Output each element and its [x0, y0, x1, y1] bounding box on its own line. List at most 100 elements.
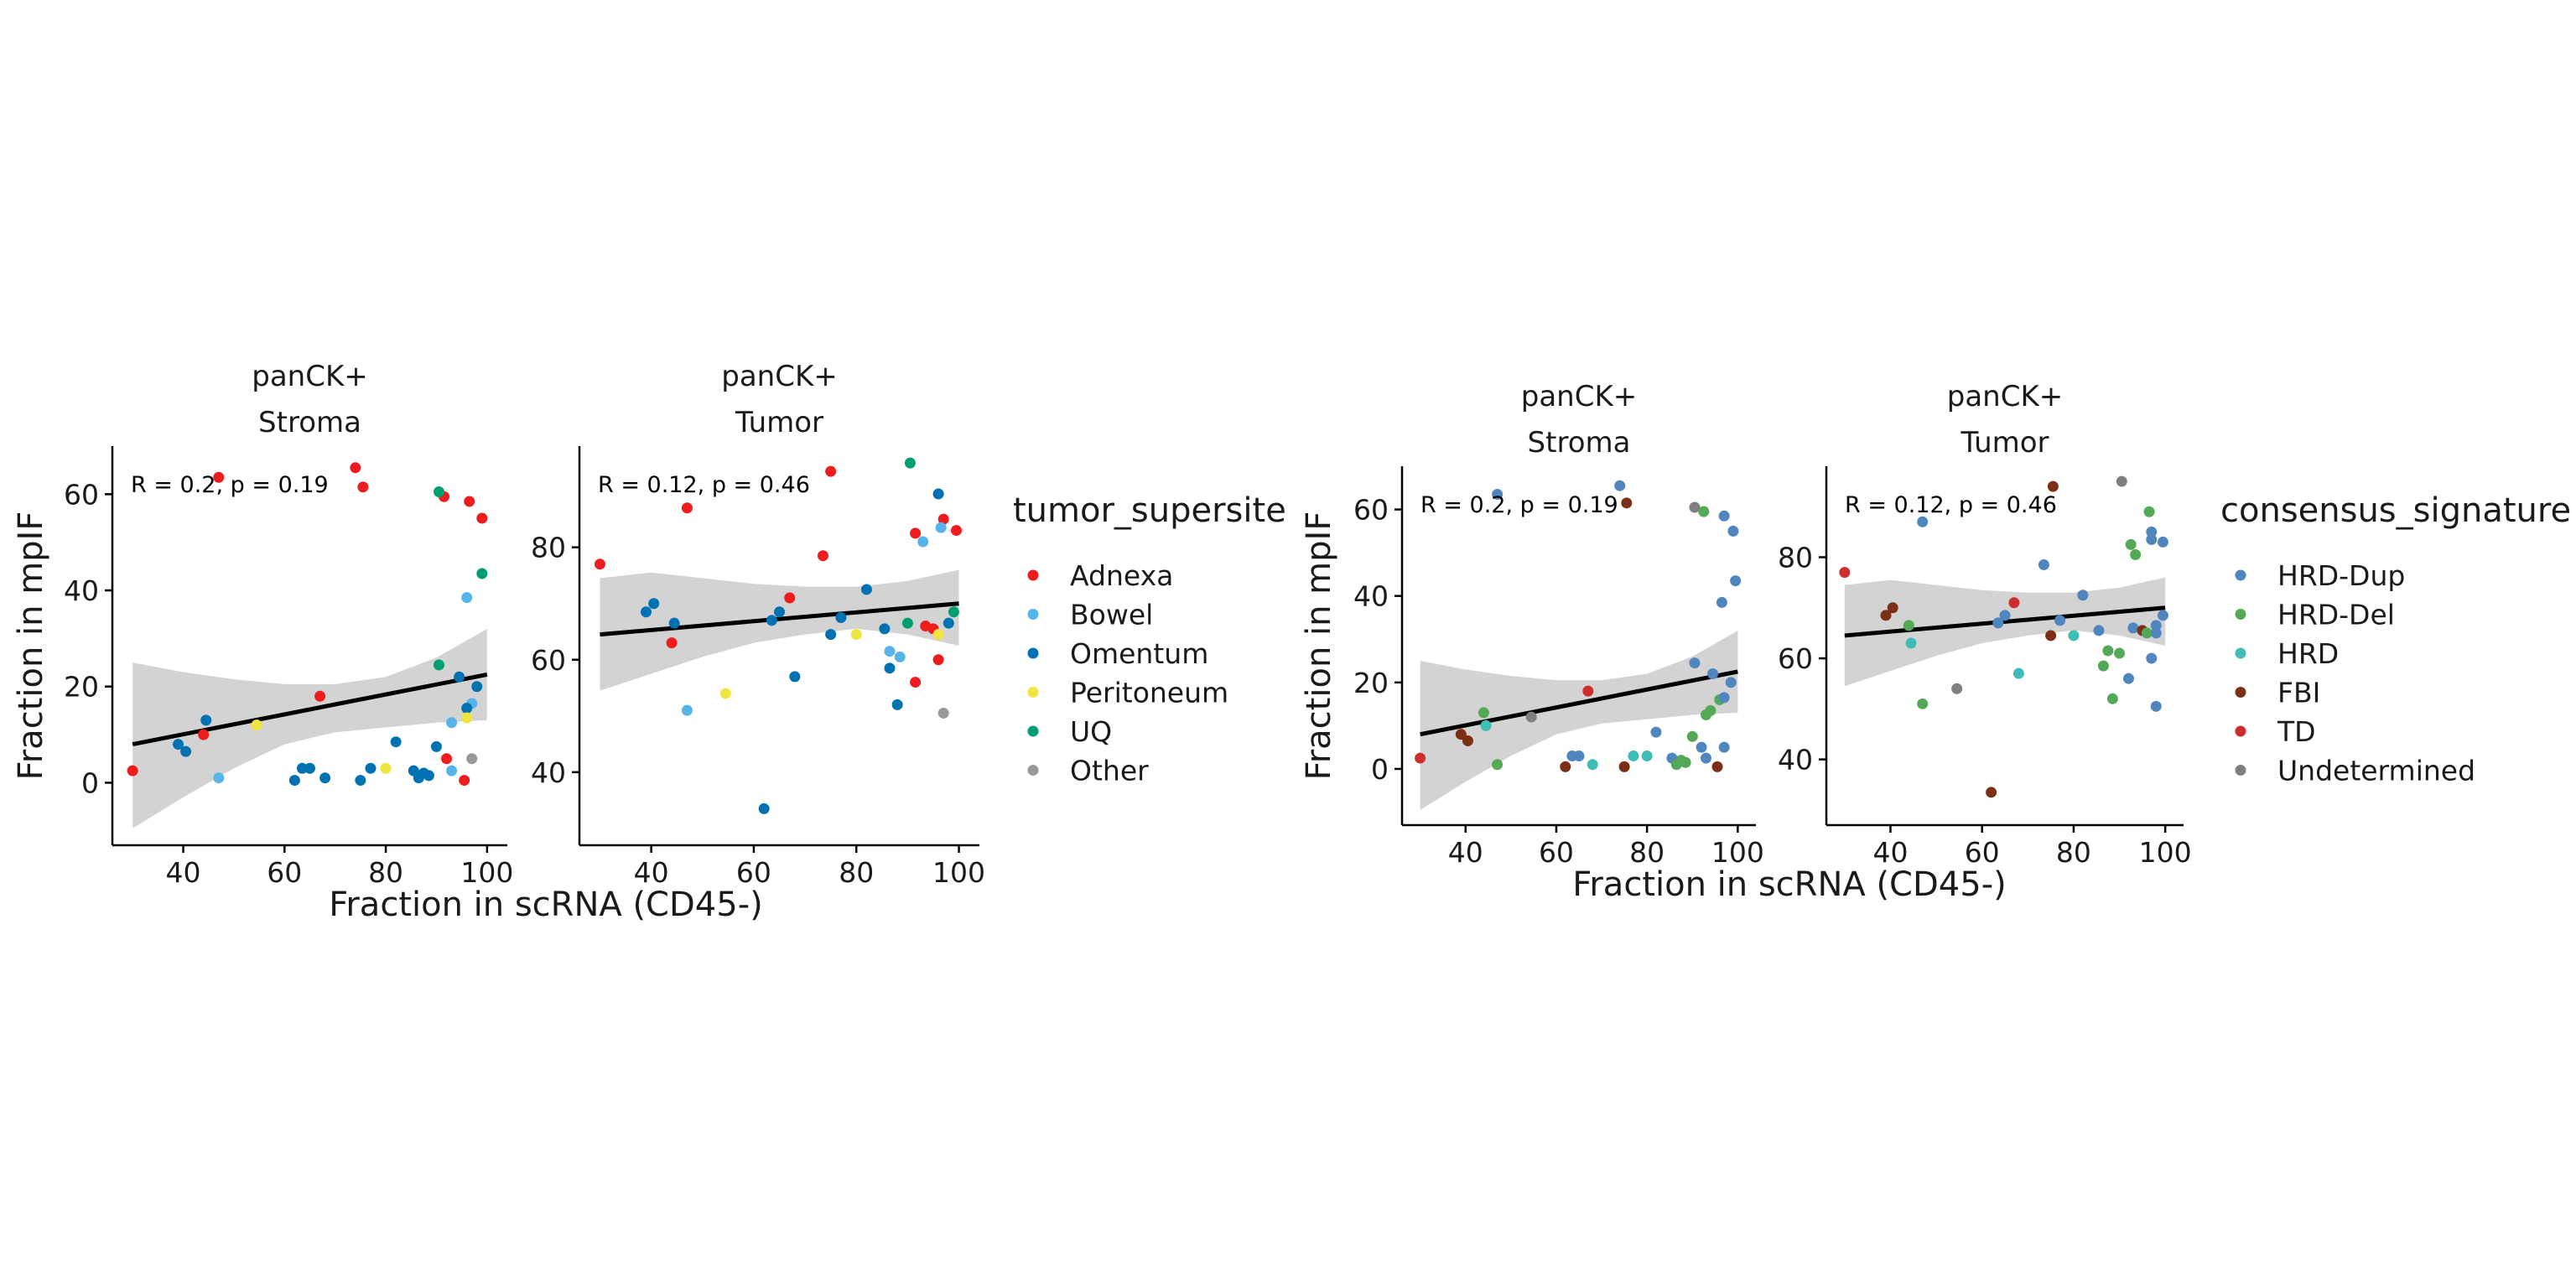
data-point: [2008, 597, 2020, 609]
x-tick-label: 80: [1629, 836, 1665, 869]
x-tick-label: 80: [368, 856, 403, 889]
data-point: [2150, 627, 2162, 639]
data-point: [1700, 709, 1711, 721]
panel-title-line1: panCK+: [1521, 380, 1638, 413]
data-point: [433, 486, 444, 497]
legend-swatch: [2235, 765, 2246, 776]
data-point: [932, 488, 944, 500]
legend-swatch: [2235, 725, 2246, 737]
legend-label: Bowel: [1070, 599, 1153, 631]
data-point: [1680, 756, 1691, 768]
y-tick-label: 60: [64, 478, 99, 511]
correlation-annotation: R = 0.2, p = 0.19: [131, 472, 329, 498]
data-point: [1711, 761, 1723, 772]
panel-title-line2: Tumor: [735, 406, 823, 439]
y-tick-label: 80: [531, 532, 566, 564]
data-point: [1730, 575, 1742, 587]
data-point: [774, 606, 785, 618]
data-point: [1999, 610, 2011, 621]
confidence-band: [600, 569, 959, 691]
y-tick-label: 20: [64, 671, 99, 704]
correlation-annotation: R = 0.2, p = 0.19: [1420, 492, 1618, 518]
chart-group-right: panCK+ Stroma 40 60 80 100 0 20 40 60 R = 0.2, p =…: [1300, 380, 2571, 904]
data-point: [2146, 652, 2158, 664]
data-point: [850, 629, 862, 641]
data-point: [1917, 516, 1929, 527]
data-point: [1707, 668, 1719, 680]
legend-swatch: [2235, 647, 2246, 659]
data-point: [1618, 761, 1630, 772]
legend: consensus_signature HRD-Dup HRD-Del HRD FBI T…: [2220, 491, 2571, 787]
data-point: [1718, 741, 1730, 753]
data-point: [471, 681, 483, 693]
data-point: [879, 623, 891, 635]
x-tick-label: 40: [166, 856, 201, 889]
legend-label: HRD-Dup: [2277, 559, 2405, 592]
data-point: [594, 558, 605, 570]
legend-swatch: [1027, 687, 1039, 698]
data-point: [461, 703, 473, 714]
legend-swatch: [1027, 569, 1039, 581]
y-tick-label: 40: [531, 756, 566, 789]
confidence-band: [1844, 577, 2166, 687]
data-point: [1689, 501, 1701, 513]
data-point: [1415, 752, 1426, 764]
data-point: [1689, 657, 1701, 669]
panel-title-line2: Stroma: [1528, 426, 1631, 460]
legend-label: HRD-Del: [2277, 599, 2395, 631]
legend-label: Omentum: [1070, 637, 1208, 670]
data-point: [2146, 533, 2158, 545]
data-point: [466, 753, 478, 765]
data-point: [213, 772, 225, 784]
y-axis-label: Fraction in mpIF: [1300, 512, 1338, 781]
legend-label: TD: [2277, 715, 2316, 748]
x-tick-label: 60: [736, 856, 771, 889]
data-point: [173, 739, 184, 750]
data-point: [2146, 526, 2158, 538]
panel-title-line2: Tumor: [1960, 426, 2049, 460]
data-point: [2143, 506, 2155, 517]
legend-label: FBI: [2277, 677, 2320, 709]
data-point: [2141, 627, 2153, 639]
data-point: [937, 513, 949, 525]
data-point: [817, 550, 828, 562]
data-point: [1462, 735, 1473, 746]
x-tick-label: 100: [460, 856, 513, 889]
data-point: [127, 765, 138, 776]
data-point: [860, 584, 872, 595]
data-point: [1986, 787, 1997, 798]
data-point: [894, 651, 906, 662]
data-point: [932, 654, 944, 666]
data-point: [932, 629, 944, 641]
y-tick-label: 20: [1353, 667, 1389, 699]
legend-label: Adnexa: [1070, 559, 1173, 592]
data-point: [464, 496, 475, 507]
panel-1: panCK+ Stroma 40 60 80 100 0 20 40 60 R = 0.2, p =…: [1353, 380, 1764, 869]
data-point: [2127, 622, 2139, 634]
data-point: [1917, 698, 1929, 709]
x-tick-label: 100: [932, 856, 985, 889]
data-point: [423, 770, 434, 782]
legend-label: Undetermined: [2277, 755, 2475, 787]
data-point: [213, 471, 225, 483]
data-point: [446, 765, 458, 776]
data-point: [251, 719, 262, 731]
data-point: [1641, 750, 1653, 761]
confidence-band: [132, 628, 487, 828]
data-point: [884, 662, 896, 674]
data-point: [319, 772, 331, 784]
legend-title: tumor_supersite: [1013, 491, 1286, 530]
x-tick-label: 80: [839, 856, 874, 889]
panel-2: panCK+ Tumor 40 60 80 100 40 60 80 R = 0.12, p = …: [1778, 380, 2192, 869]
data-point: [433, 659, 444, 671]
x-axis-label: Fraction in scRNA (CD45-): [1572, 865, 2006, 904]
data-point: [1628, 750, 1639, 761]
data-point: [2054, 615, 2066, 626]
data-point: [825, 465, 837, 477]
y-axis-label: Fraction in mpIF: [12, 512, 50, 781]
data-point: [784, 592, 796, 604]
data-point: [950, 525, 962, 537]
y-tick-label: 40: [64, 574, 99, 607]
data-point: [681, 704, 693, 716]
regression-line: [1420, 669, 1738, 737]
